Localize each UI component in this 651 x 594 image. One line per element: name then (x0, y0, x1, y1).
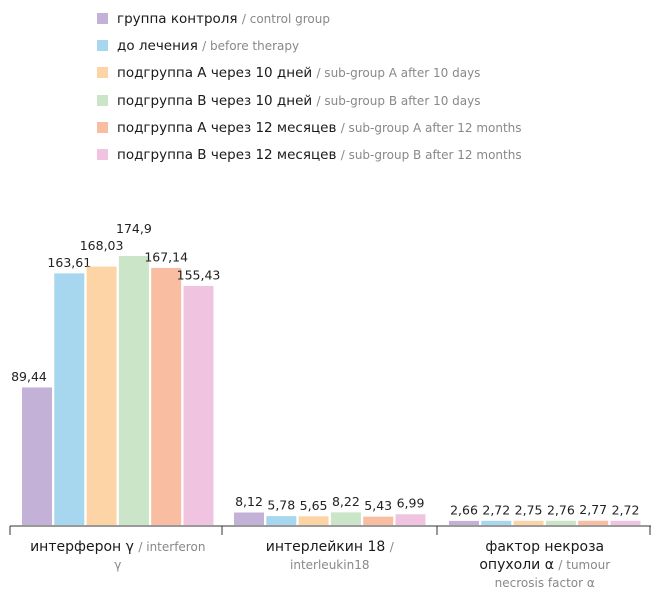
bar (86, 266, 117, 525)
bar (363, 516, 394, 525)
legend-swatch (97, 94, 108, 106)
legend-item: группа контроля / control group (97, 11, 330, 27)
value-label: 2,72 (482, 502, 510, 517)
value-label: 5,78 (267, 498, 295, 513)
legend-item: до лечения / before therapy (97, 38, 299, 54)
bar (22, 387, 52, 525)
value-label: 2,77 (579, 502, 607, 517)
bar (118, 256, 149, 525)
value-label: 2,66 (450, 502, 478, 517)
value-label: 2,75 (515, 502, 543, 517)
legend-swatch (97, 13, 108, 24)
value-label: 2,72 (612, 502, 640, 517)
legend-swatch (97, 40, 108, 52)
bar (545, 520, 576, 525)
legend-label-en: / sub-group A after 12 months (340, 120, 522, 135)
bar (234, 512, 264, 525)
bar (449, 520, 479, 525)
bar (183, 285, 214, 525)
category-label: интерлейкин 18 / interleukin18 (240, 538, 420, 574)
legend-label-en: / sub-group B after 10 days (316, 93, 481, 108)
legend-label: до лечения (117, 38, 198, 55)
legend-item: подгруппа А через 10 дней / sub-group A … (97, 65, 480, 81)
legend-label: подгруппа А через 12 месяцев (117, 119, 337, 136)
category-label-en: / interleukin18 (290, 540, 394, 572)
legend-swatch (97, 121, 108, 133)
value-label: 6,99 (397, 496, 425, 511)
value-label: 155,43 (177, 267, 221, 282)
legend-swatch (97, 149, 108, 160)
value-label: 5,43 (364, 498, 392, 513)
value-label: 2,76 (547, 502, 575, 517)
bar (513, 520, 544, 525)
value-label: 8,12 (235, 494, 263, 509)
legend-label-en: / before therapy (202, 39, 300, 54)
bar (151, 267, 182, 525)
bar (330, 512, 361, 525)
legend-label-en: / sub-group B after 12 months (340, 148, 522, 162)
bar (266, 516, 297, 525)
category-label-en: / tumour necrosis factor α (494, 558, 611, 590)
legend-item: подгруппа А через 12 месяцев / sub-group… (97, 120, 522, 136)
bar (481, 520, 512, 525)
category-label-ru: интерферон γ (30, 539, 134, 555)
bar (54, 273, 85, 525)
value-label: 168,03 (80, 238, 124, 253)
legend-item: подгруппа В через 12 месяцев / sub-group… (97, 147, 522, 163)
legend-label: подгруппа А через 10 дней (117, 65, 313, 82)
legend-label: подгруппа В через 12 месяцев (117, 147, 337, 163)
legend-label-en: / sub-group A after 10 days (316, 66, 481, 81)
value-label: 174,9 (116, 221, 152, 236)
value-label: 163,61 (47, 255, 91, 270)
value-label: 5,65 (300, 498, 328, 513)
legend-label: группа контроля (117, 11, 238, 27)
legend-swatch (97, 67, 108, 79)
category-label-ru: интерлейкин 18 (265, 539, 386, 555)
category-label-ru: фактор некроза опухоли α (479, 539, 605, 573)
category-label: фактор некроза опухоли α / tumour necros… (470, 538, 620, 592)
value-label: 167,14 (144, 249, 188, 264)
category-label-en: / interferon γ (114, 540, 206, 572)
legend-label: подгруппа В через 10 дней (117, 92, 313, 109)
bar (395, 514, 426, 525)
legend-label-en: / control group (241, 12, 330, 26)
bar (578, 520, 609, 525)
bar (298, 516, 329, 525)
value-label: 89,44 (11, 369, 47, 384)
bar (610, 520, 641, 525)
legend-item: подгруппа В через 10 дней / sub-group B … (97, 93, 480, 109)
value-label: 8,22 (332, 494, 360, 509)
category-label: интерферон γ / interferon γ (28, 538, 208, 574)
